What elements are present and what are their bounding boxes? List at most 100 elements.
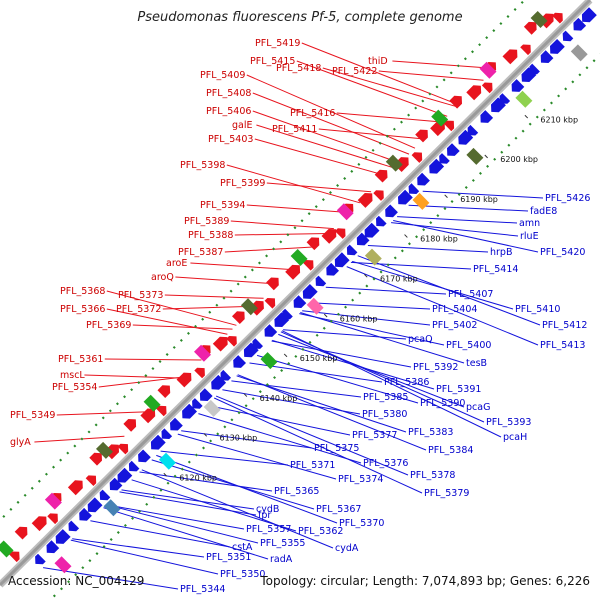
kbp-tick-label: 6180 kbp — [420, 235, 458, 244]
callout-pfl_5418 — [322, 67, 457, 108]
forward-gene-39 — [481, 82, 493, 94]
forward-gene-19 — [232, 311, 245, 324]
forward-gene-15 — [194, 367, 205, 379]
callout-thid — [392, 60, 496, 69]
gene-label-pfl_5362: PFL_5362 — [298, 526, 343, 537]
gene-label-cydb: cydB — [256, 504, 279, 515]
callout-tesb — [300, 312, 465, 364]
callout-pfl_5371 — [160, 450, 289, 466]
cds-block-121 — [260, 352, 278, 370]
callout-pcaq — [283, 329, 407, 340]
gene-label-pfl_5384: PFL_5384 — [428, 445, 473, 456]
forward-gene-26 — [321, 229, 337, 244]
reverse-gene-52 — [573, 17, 587, 31]
kbp-ticks: 6120 kbp 6130 kbp 6140 kbp 6150 kbp 6160 kbp… — [163, 114, 578, 482]
reverse-gene-2 — [55, 529, 71, 544]
gene-label-aroq: aroQ — [151, 272, 174, 283]
callout-pfl_5415 — [296, 60, 448, 117]
cds-block-116 — [203, 399, 221, 417]
gene-label-pfl_5398: PFL_5398 — [180, 160, 225, 171]
callout-pfl_5376 — [198, 413, 362, 464]
reverse-gene-43 — [480, 110, 494, 123]
gene-label-pfl_5365: PFL_5365 — [274, 486, 319, 497]
reverse-gene-35 — [398, 189, 413, 205]
gene-label-pfl_5426: PFL_5426 — [545, 193, 590, 204]
gene-label-pfl_5399: PFL_5399 — [220, 178, 265, 189]
callout-cydb — [121, 489, 255, 510]
reverse-gene-31 — [356, 232, 370, 246]
callout-pfl_5390 — [256, 354, 419, 404]
gene-label-pfl_5361: PFL_5361 — [58, 354, 103, 365]
callout-pfl_5406 — [252, 110, 401, 164]
gene-label-pfl_5369: PFL_5369 — [86, 320, 131, 331]
gene-label-pfl_5350: PFL_5350 — [220, 569, 265, 580]
gene-label-fpr: fpr — [258, 510, 271, 521]
forward-gene-41 — [502, 49, 518, 65]
cds-block-20 — [240, 298, 258, 316]
callout-pfl_5374 — [177, 433, 337, 480]
gene-label-pfl_5409: PFL_5409 — [200, 70, 245, 81]
gene-label-pfl_5383: PFL_5383 — [408, 427, 453, 438]
callout-fade8 — [408, 204, 529, 212]
kbp-tick-label: 6170 kbp — [380, 275, 418, 284]
forward-gene-29 — [357, 193, 373, 208]
gene-label-rlue: rluE — [520, 231, 539, 242]
callout-pfl_5419 — [301, 42, 459, 106]
gene-label-pfl_5392: PFL_5392 — [413, 362, 458, 373]
gene-label-pfl_5391: PFL_5391 — [436, 384, 481, 395]
forward-gene-3 — [47, 513, 58, 525]
reverse-gene-44 — [491, 97, 506, 113]
cds-block-111 — [158, 452, 176, 470]
forward-gene-31 — [374, 169, 388, 183]
callout-pfl_5388 — [234, 233, 329, 236]
forward-gene-34 — [415, 129, 428, 143]
cds-block-146 — [515, 90, 533, 108]
cds-block-24 — [290, 249, 308, 266]
gene-label-pcag: pcaG — [466, 402, 490, 413]
reverse-gene-29 — [334, 252, 350, 268]
reverse-gene-4 — [79, 507, 92, 521]
reverse-gene-23 — [274, 312, 290, 327]
cds-block-44 — [530, 11, 548, 28]
gene-label-pfl_5376: PFL_5376 — [363, 458, 408, 469]
reverse-gene-7 — [109, 477, 123, 491]
callout-pfl_5365 — [139, 471, 273, 492]
forward-gene-9 — [117, 443, 129, 455]
gene-label-pcah: pcaH — [503, 432, 527, 443]
reverse-gene-13 — [170, 417, 183, 431]
gene-label-cyda: cydA — [335, 543, 359, 554]
gene-label-pfl_5390: PFL_5390 — [420, 398, 465, 409]
gene-label-pfl_5393: PFL_5393 — [486, 417, 531, 428]
forward-gene-10 — [123, 419, 137, 432]
forward-gene-12 — [156, 405, 167, 417]
gene-label-pfl_5403: PFL_5403 — [208, 134, 253, 145]
forward-gene-37 — [449, 95, 462, 109]
cds-block-136 — [412, 192, 430, 210]
gene-label-pfl_5404: PFL_5404 — [432, 304, 477, 315]
topology-summary: Topology: circular; Length: 7,074,893 bp… — [260, 574, 590, 588]
gene-label-pfl_5375: PFL_5375 — [314, 443, 359, 454]
forward-gene-11 — [140, 408, 156, 424]
cds-block-12 — [143, 394, 161, 412]
map-title: Pseudomonas fluorescens Pf-5, complete g… — [137, 10, 463, 25]
gene-label-pfl_5366: PFL_5366 — [60, 304, 105, 315]
gene-label-pfl_5413: PFL_5413 — [540, 340, 585, 351]
reverse-gene-0 — [35, 553, 46, 565]
callout-pfl_5385 — [231, 380, 362, 398]
callout-pfl_5370 — [156, 454, 338, 524]
forward-gene-38 — [466, 85, 482, 101]
forward-gene-27 — [334, 228, 346, 239]
forward-gene-6 — [85, 475, 97, 486]
reverse-gene-53 — [581, 7, 597, 23]
gene-label-pfl_5412: PFL_5412 — [542, 320, 587, 331]
callout-pfl_5422 — [378, 70, 484, 81]
cds-block-32 — [385, 154, 403, 172]
callout-pfl_5387 — [224, 246, 316, 253]
reverse-gene-47 — [521, 67, 537, 82]
reverse-gene-50 — [550, 39, 565, 54]
gene-label-glya: glyA — [10, 437, 31, 448]
callout-mscl — [84, 374, 184, 379]
gene-label-pfl_5402: PFL_5402 — [432, 320, 477, 331]
tick-mark — [524, 114, 529, 119]
forward-gene-18 — [226, 336, 237, 347]
